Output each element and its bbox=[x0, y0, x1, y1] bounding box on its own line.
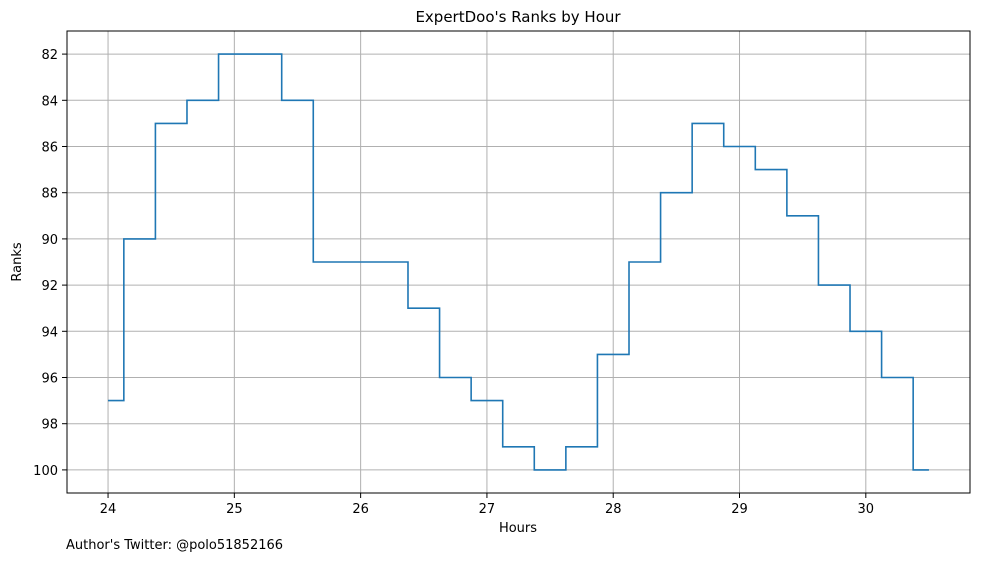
x-tick-label-26: 26 bbox=[352, 502, 369, 517]
x-tick-label-25: 25 bbox=[226, 502, 243, 517]
y-axis-title: Ranks bbox=[10, 242, 25, 281]
y-tick-label-82: 82 bbox=[41, 48, 58, 63]
y-tick-label-84: 84 bbox=[41, 94, 58, 109]
y-axis: 82 84 86 88 90 92 94 96 98 100 bbox=[33, 48, 67, 479]
x-tick-label-24: 24 bbox=[100, 502, 117, 517]
author-footnote: Author's Twitter: @polo51852166 bbox=[66, 538, 284, 553]
plot-frame bbox=[66, 30, 971, 494]
y-tick-label-90: 90 bbox=[41, 233, 58, 248]
y-tick-label-94: 94 bbox=[41, 325, 58, 340]
x-tick-label-27: 27 bbox=[479, 502, 496, 517]
y-tick-label-98: 98 bbox=[41, 418, 58, 433]
y-tick-label-86: 86 bbox=[41, 141, 58, 156]
series-line-0 bbox=[108, 53, 929, 471]
series-layer bbox=[108, 53, 929, 471]
x-tick-label-29: 29 bbox=[731, 502, 748, 517]
x-tick-label-30: 30 bbox=[858, 502, 875, 517]
y-tick-label-88: 88 bbox=[41, 187, 58, 202]
x-tick-label-28: 28 bbox=[605, 502, 622, 517]
x-axis-title: Hours bbox=[499, 521, 537, 536]
x-axis: 24 25 26 27 28 29 30 bbox=[100, 493, 874, 517]
chart-title: ExpertDoo's Ranks by Hour bbox=[415, 8, 621, 26]
y-tick-label-100: 100 bbox=[33, 464, 58, 479]
y-tick-label-96: 96 bbox=[41, 372, 58, 387]
y-tick-label-92: 92 bbox=[41, 279, 58, 294]
